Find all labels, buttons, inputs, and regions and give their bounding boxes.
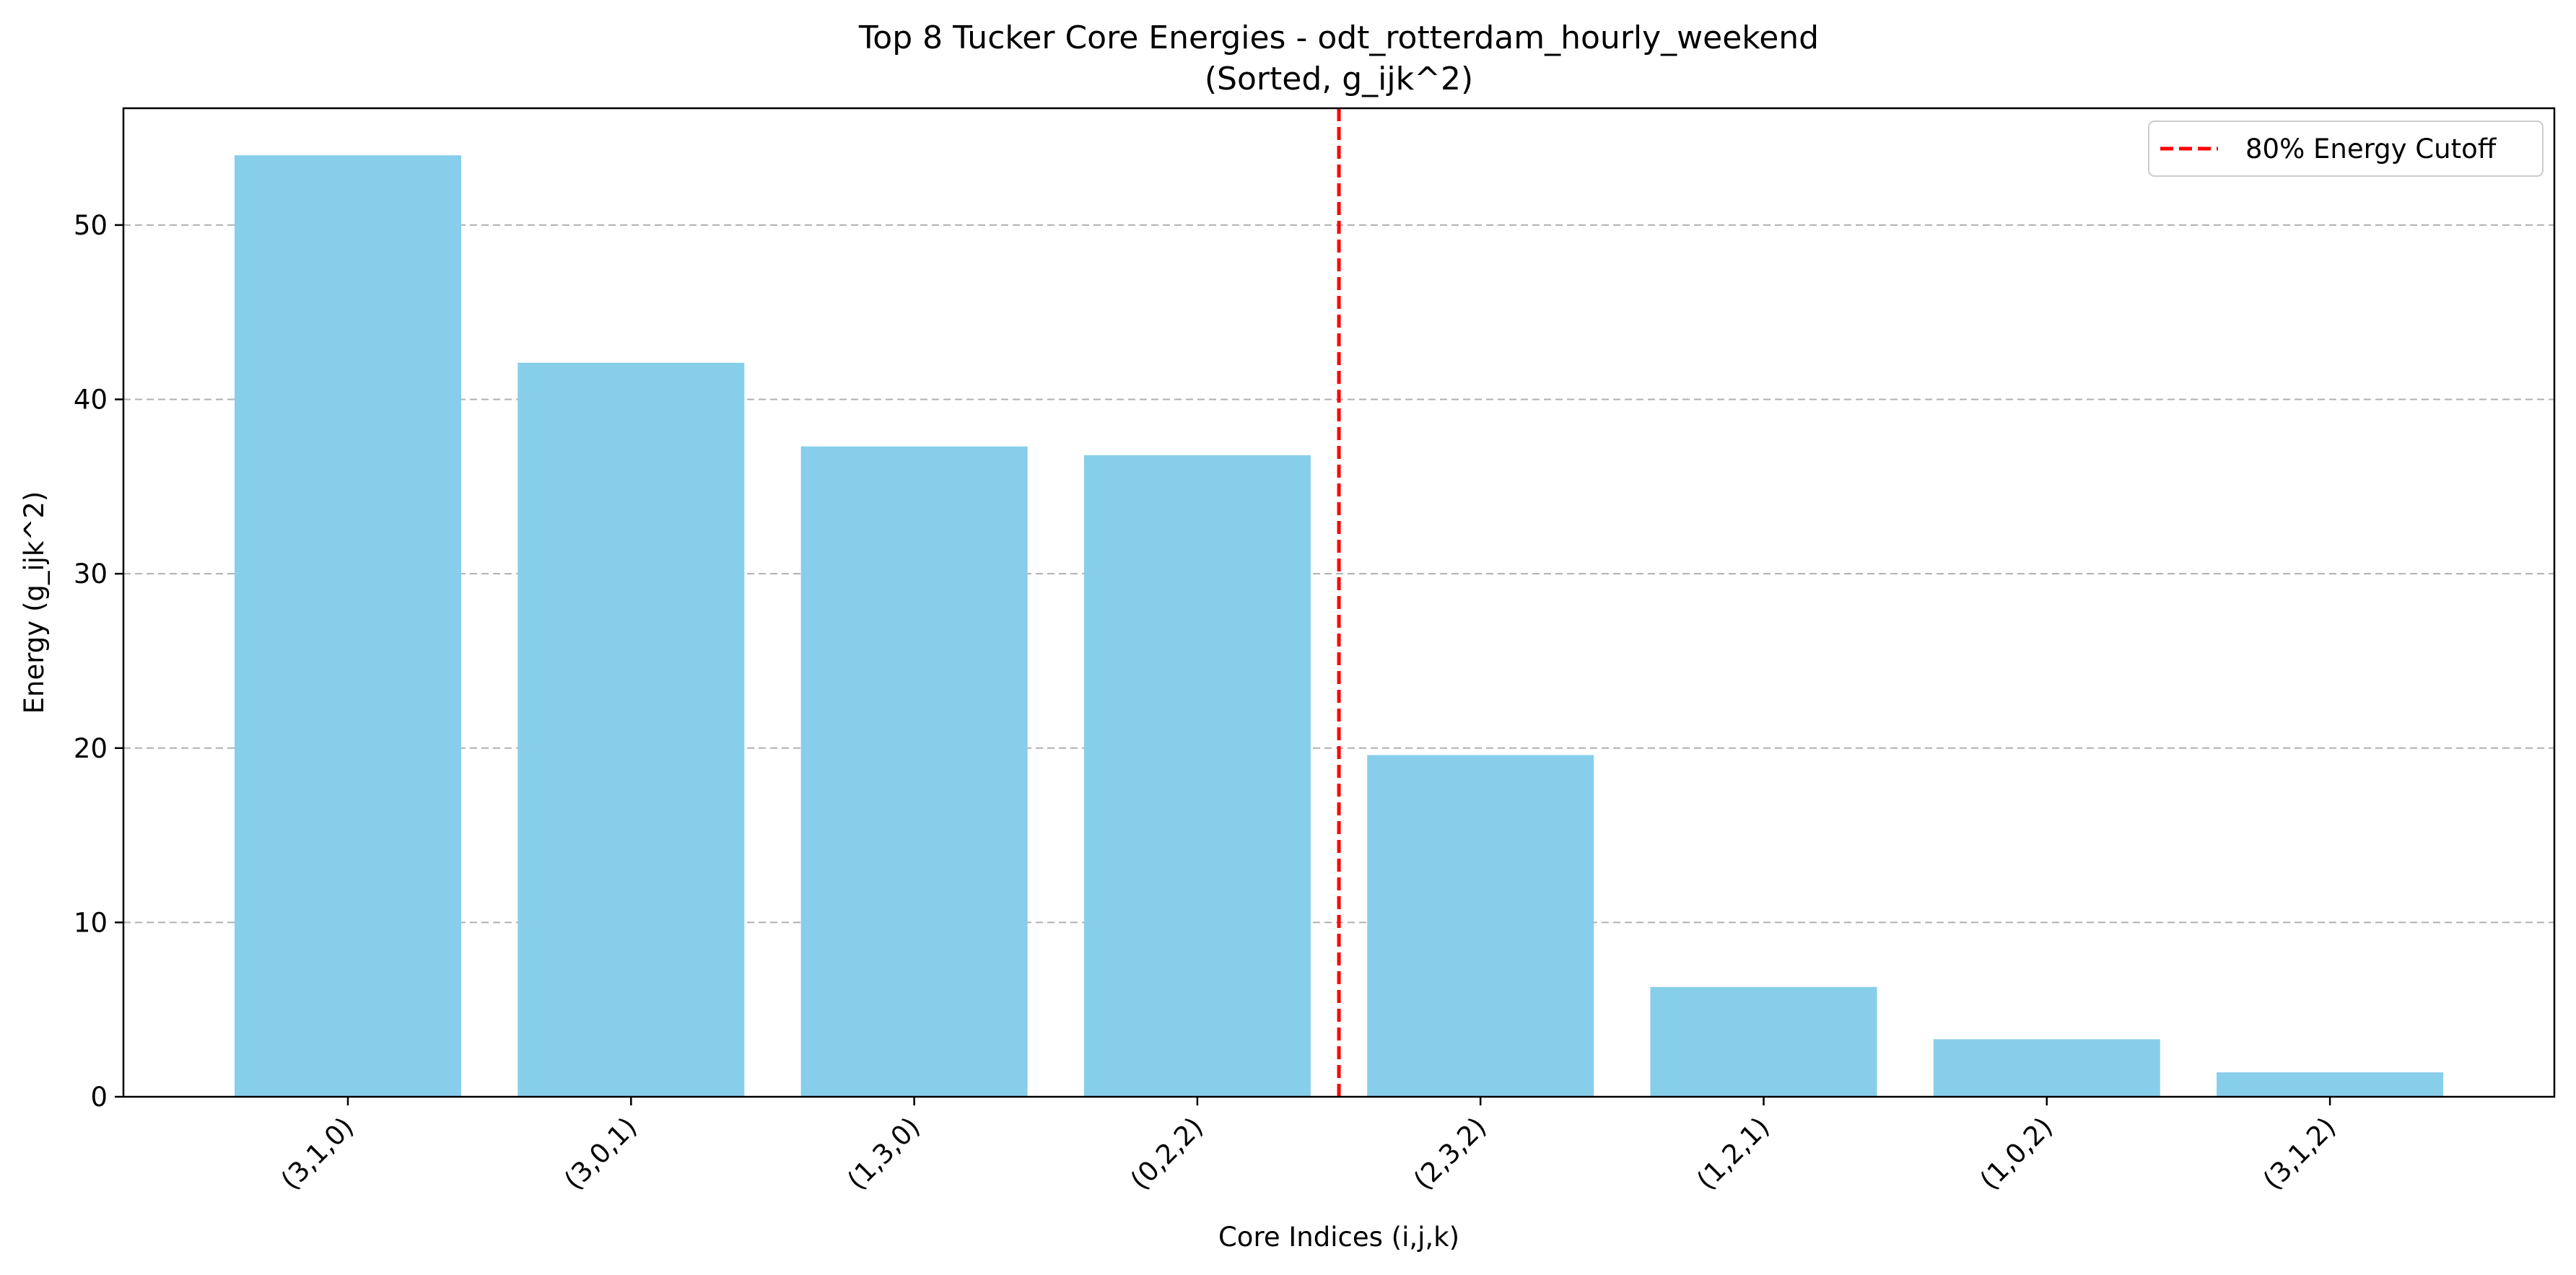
chart-subtitle: (Sorted, g_ijk^2) [1205,61,1473,97]
bar-5 [1650,986,1877,1097]
legend-box [2148,121,2544,177]
y-tick-label-1: 10 [74,907,108,938]
y-tick-label-4: 40 [74,385,108,416]
bar-4 [1367,755,1594,1097]
x-axis-label: Core Indices (i,j,k) [1218,1222,1459,1253]
bar-3 [1083,455,1311,1097]
bar-7 [2217,1072,2444,1097]
legend: 80% Energy Cutoff [2148,121,2544,177]
bar-2 [800,446,1028,1097]
plot-frame [122,107,2556,1098]
bar-0 [235,155,461,1097]
y-axis-ticks: 0 10 20 30 40 50 [74,210,123,1113]
legend-label-cutoff: 80% Energy Cutoff [2245,133,2497,165]
y-tick-label-0: 0 [90,1082,108,1113]
y-tick-label-5: 50 [74,210,108,241]
bar-6 [1933,1039,2160,1097]
bars [235,155,2444,1097]
y-tick-label-2: 20 [74,733,108,764]
y-axis-label: Energy (g_ijk^2) [19,491,50,714]
bar-1 [518,362,745,1097]
chart-title: Top 8 Tucker Core Energies - odt_rotterd… [858,19,1819,56]
y-tick-label-3: 30 [74,558,108,590]
